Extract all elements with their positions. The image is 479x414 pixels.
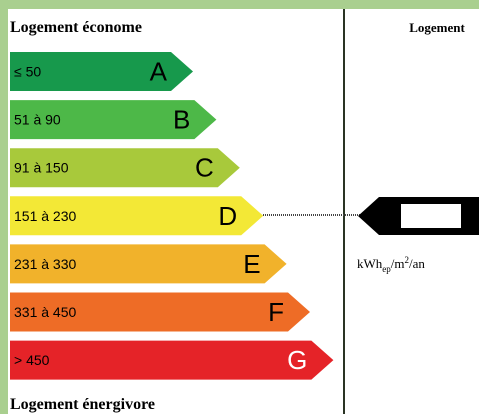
class-arrow <box>10 244 287 284</box>
class-range: 331 à 450 <box>14 304 76 320</box>
class-range: > 450 <box>14 352 50 368</box>
class-range: 91 à 150 <box>14 160 69 176</box>
class-letter: B <box>173 105 190 135</box>
class-letter: G <box>287 345 307 375</box>
class-letter: A <box>150 57 168 87</box>
class-arrow <box>10 292 310 332</box>
classes: ≤ 50 A 51 à 90 B 91 à 150 C 151 à 230 D 231 à 33… <box>10 52 334 380</box>
unit-base: kWh <box>357 256 383 271</box>
unit-end: /an <box>409 256 425 271</box>
unit-sub: ep <box>382 264 391 274</box>
class-arrow <box>10 148 240 188</box>
class-range: ≤ 50 <box>14 64 41 80</box>
unit-sup: 2 <box>405 255 410 265</box>
class-letter: F <box>268 297 284 327</box>
right-title: Logement <box>409 20 465 35</box>
class-letter: D <box>218 201 237 231</box>
class-letter: E <box>243 249 260 279</box>
value-box <box>401 204 461 228</box>
class-arrow <box>10 52 193 91</box>
class-arrow <box>10 196 264 236</box>
class-range: 51 à 90 <box>14 112 61 128</box>
footer: Logement énergivore <box>10 396 155 413</box>
unit: kWhep/m2/an <box>357 255 425 274</box>
unit-mid: /m <box>391 256 405 271</box>
left-title: Logement économe <box>10 19 142 36</box>
class-letter: C <box>195 153 214 183</box>
class-range: 231 à 330 <box>14 256 76 272</box>
class-arrow <box>10 340 334 380</box>
class-arrow <box>10 100 217 140</box>
class-range: 151 à 230 <box>14 208 76 224</box>
